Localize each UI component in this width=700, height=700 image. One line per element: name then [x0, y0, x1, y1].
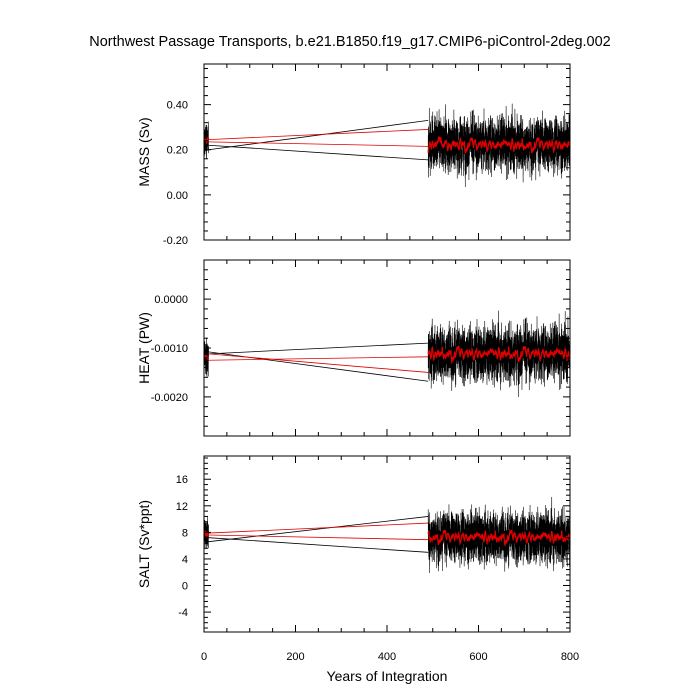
black-connector-line [208, 144, 429, 161]
black-connector-line [208, 516, 429, 543]
raw-series-line [427, 310, 570, 397]
raw-series-line [427, 103, 570, 187]
smoothed-series-line [427, 345, 570, 364]
black-connector-line [208, 537, 429, 553]
red-connector-line [208, 534, 429, 541]
chart-title: Northwest Passage Transports, b.e21.B185… [89, 34, 611, 50]
red-connector-line [208, 353, 429, 373]
smoothed-series-line [427, 136, 570, 154]
y-tick-label: -0.20 [163, 235, 188, 247]
panel-3: 16 12 8 4 0 -4 SALT (Sv*ppt) [136, 455, 571, 633]
y-axis-title: SALT (Sv*ppt) [136, 500, 152, 588]
y-tick-label: 0.40 [167, 100, 188, 112]
y-axis-title: MASS (Sv) [136, 117, 152, 186]
y-tick-label: 4 [182, 554, 188, 566]
raw-series-line [204, 337, 209, 378]
smoothed-series-line [204, 135, 210, 145]
red-connector-line [208, 129, 429, 140]
smoothed-series-line [204, 354, 210, 361]
y-tick-label: 16 [176, 474, 188, 486]
x-tick-label: 400 [378, 651, 396, 663]
panel-plot-area [204, 310, 570, 397]
raw-series-line [427, 497, 570, 573]
x-tick-label: 0 [201, 651, 207, 663]
red-connector-line [208, 141, 429, 147]
y-tick-label: 0.00 [167, 190, 188, 202]
panel-plot-area [204, 497, 570, 573]
x-tick-label: 200 [286, 651, 304, 663]
y-tick-label: 0 [182, 581, 188, 593]
y-tick-label: 0.20 [167, 145, 188, 157]
panels-group: 0.40 0.20 0.00 -0.20 MASS (Sv) 0.0000 -0.0010 -… [136, 63, 579, 663]
y-tick-label: -4 [178, 607, 188, 619]
smoothed-series-line [427, 529, 570, 547]
y-tick-label: -0.0010 [151, 343, 188, 355]
red-connector-line [208, 356, 429, 361]
panel-1: 0.40 0.20 0.00 -0.20 MASS (Sv) [136, 63, 571, 247]
x-tick-label: 800 [561, 651, 579, 663]
y-tick-label: -0.0020 [151, 392, 188, 404]
y-tick-label: 8 [182, 527, 188, 539]
panel-2: 0.0000 -0.0010 -0.0020 HEAT (PW) [136, 259, 571, 437]
y-axis-title: HEAT (PW) [136, 312, 152, 384]
black-connector-line [208, 120, 429, 151]
y-tick-label: 12 [176, 501, 188, 513]
raw-series-line [204, 121, 209, 159]
x-axis-title: Years of Integration [327, 668, 448, 684]
red-connector-line [208, 522, 429, 534]
x-tick-label: 600 [469, 651, 487, 663]
black-connector-line [208, 342, 429, 355]
panel-plot-area [204, 103, 570, 187]
y-tick-label: 0.0000 [154, 294, 188, 306]
